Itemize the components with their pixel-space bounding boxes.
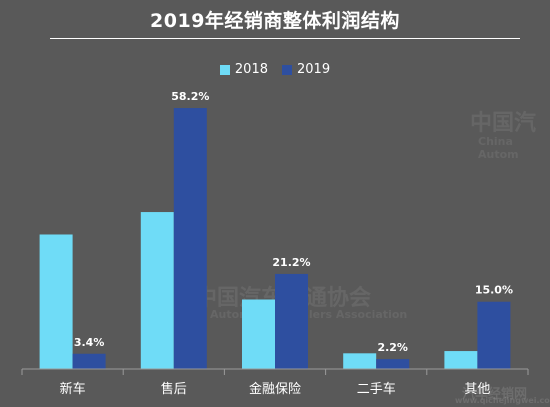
- x-tick-label-0: 新车: [60, 381, 86, 397]
- legend-label-2018: 2018: [234, 62, 268, 77]
- bar-2019-0: [72, 353, 106, 369]
- legend-swatch-2018: [219, 64, 230, 75]
- data-label-2019-1: 58.2%: [171, 90, 209, 103]
- data-label-2019-3: 2.2%: [377, 341, 408, 354]
- bar-2018-1: [140, 212, 174, 369]
- x-tick-label-1: 售后: [161, 381, 187, 397]
- title-underline: [50, 38, 520, 39]
- bar-2019-4: [477, 301, 511, 369]
- legend-item-2019: 2019: [282, 62, 330, 77]
- x-tick-label-3: 二手车: [357, 381, 396, 397]
- legend-swatch-2019: [282, 64, 292, 75]
- bar-2019-2: [275, 273, 308, 369]
- data-label-2019-2: 21.2%: [272, 256, 310, 269]
- legend-label-2019: 2019: [297, 62, 331, 77]
- legend: 2018 2019: [0, 62, 550, 77]
- chart-title-wrap: 2019年经销商整体利润结构: [0, 6, 550, 33]
- data-label-2019-4: 15.0%: [475, 284, 513, 297]
- chart-title: 2019年经销商整体利润结构: [150, 10, 400, 32]
- x-tick-label-4: 其他: [464, 382, 490, 397]
- bar-2019-1: [173, 108, 207, 370]
- bar-2018-2: [242, 299, 275, 369]
- x-tick-label-2: 金融保险: [249, 381, 301, 397]
- bar-2018-0: [39, 234, 73, 369]
- data-label-2019-0: 3.4%: [74, 336, 105, 349]
- bar-2019-3: [376, 359, 410, 369]
- bar-2018-4: [444, 351, 478, 369]
- legend-item-2018: 2018: [219, 62, 268, 77]
- bar-2018-3: [343, 353, 377, 369]
